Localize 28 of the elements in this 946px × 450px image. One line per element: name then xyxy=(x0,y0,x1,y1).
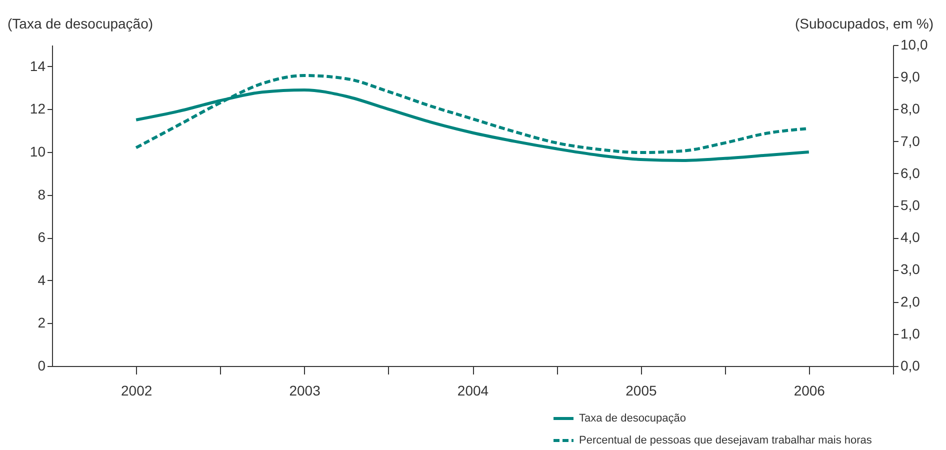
x-tick-label: 2004 xyxy=(457,382,489,398)
y-tick-label: 0 xyxy=(38,358,46,374)
y-tick-label: 6 xyxy=(38,229,46,246)
y-tick-label: 12 xyxy=(30,100,46,117)
y-tick-label: 8 xyxy=(38,186,46,202)
y2-tick-label: 10,0 xyxy=(900,36,928,52)
y2-tick-label: 0,0 xyxy=(900,358,920,374)
y2-tick-label: 8,0 xyxy=(900,100,920,117)
legend-label: Percentual de pessoas que desejavam trabalhar mais horas xyxy=(579,434,872,446)
x-tick-label: 2006 xyxy=(794,382,826,398)
y2-axis-title: (Subocupados, em %) xyxy=(794,16,934,32)
x-tick-label: 2003 xyxy=(289,382,321,398)
y2-tick-label: 9,0 xyxy=(900,68,920,85)
y-tick-label: 14 xyxy=(30,58,46,74)
x-tick-label: 2005 xyxy=(626,382,657,398)
y2-tick-label: 3,0 xyxy=(900,261,920,278)
y2-tick-label: 6,0 xyxy=(900,164,920,181)
y2-tick-label: 5,0 xyxy=(900,197,920,213)
y-tick-label: 2 xyxy=(38,314,46,331)
y-axis-title: (Taxa de desocupação) xyxy=(8,16,154,32)
x-tick-label: 2002 xyxy=(121,382,152,398)
y2-tick-label: 7,0 xyxy=(900,132,920,149)
y2-tick-label: 2,0 xyxy=(900,293,920,310)
y-tick-label: 10 xyxy=(30,144,46,160)
y2-tick-label: 4,0 xyxy=(900,229,920,246)
y2-tick-label: 1,0 xyxy=(900,325,920,342)
y-tick-label: 4 xyxy=(38,272,46,288)
legend-label: Taxa de desocupação xyxy=(579,412,686,424)
